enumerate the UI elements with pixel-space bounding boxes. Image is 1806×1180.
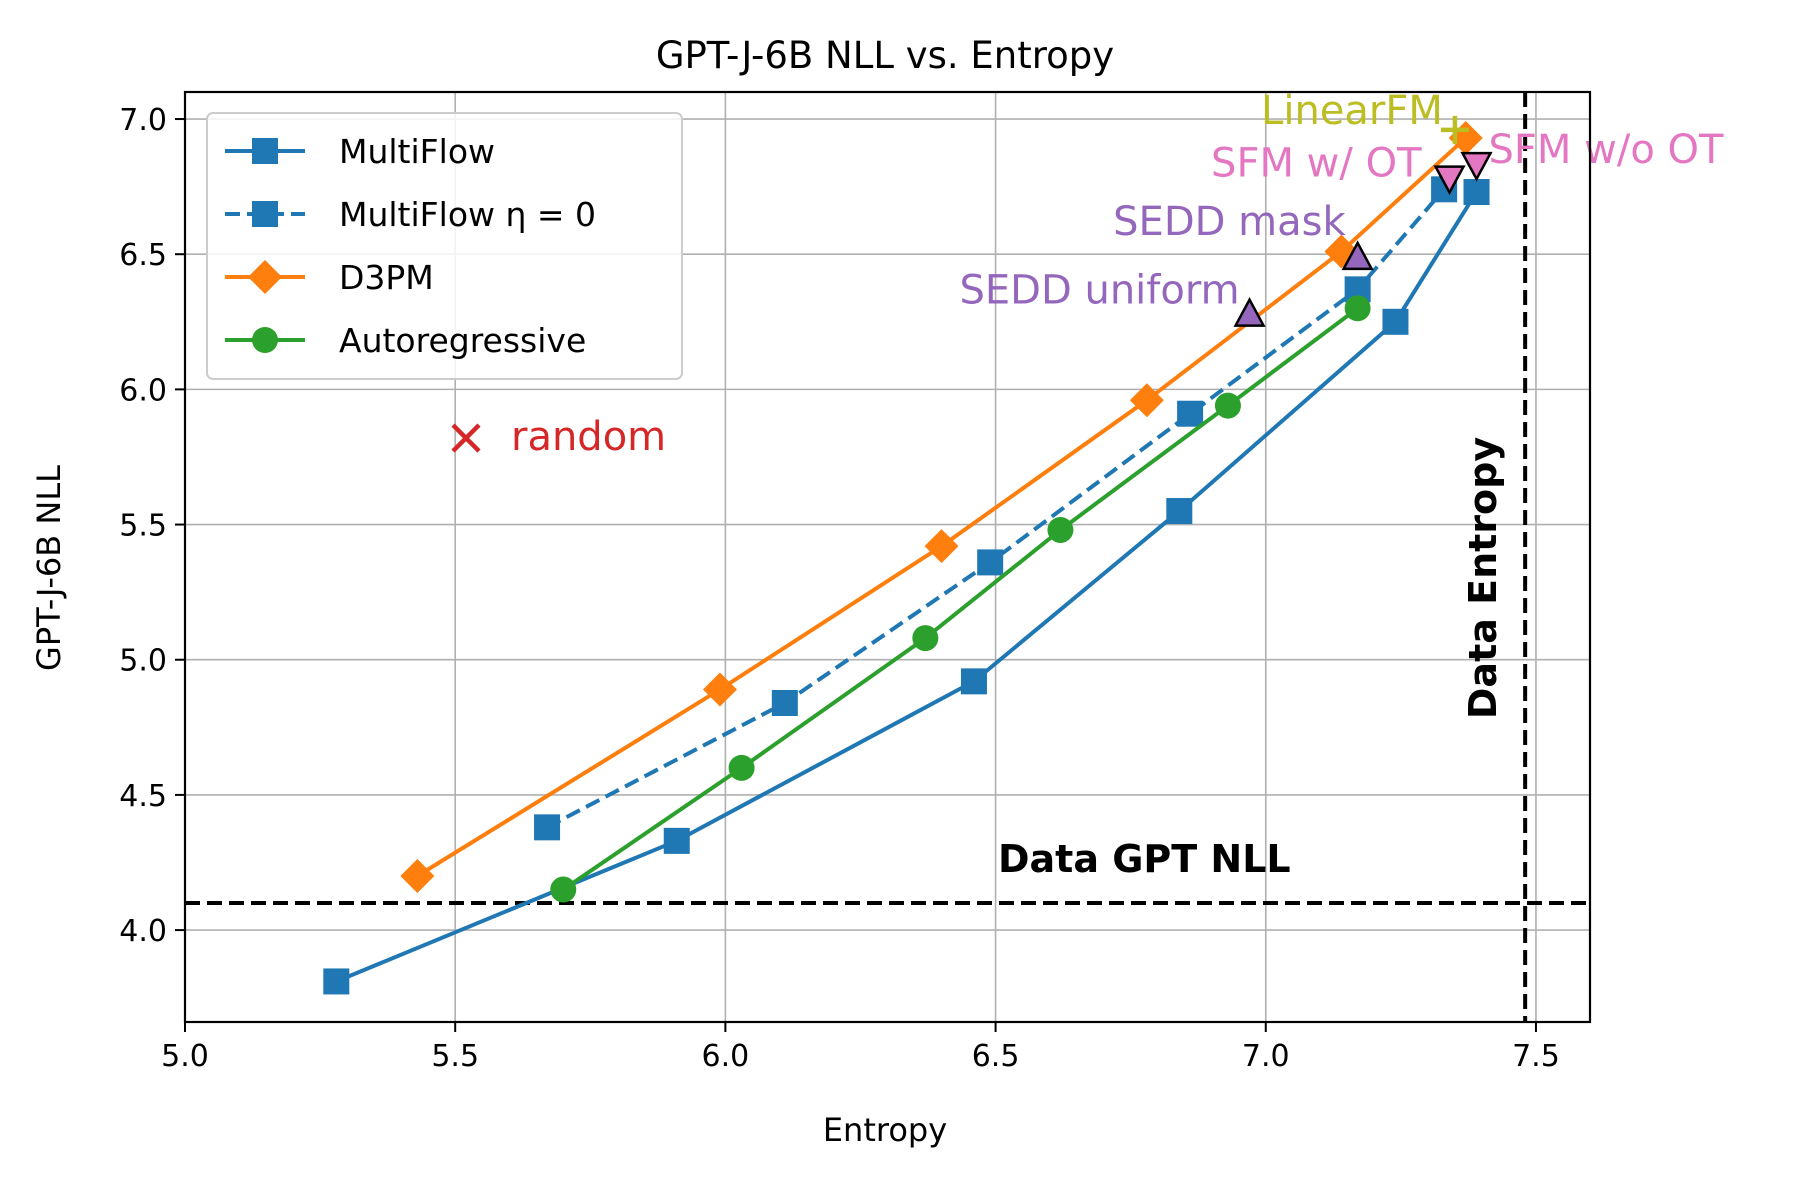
series-line-2 xyxy=(416,136,1468,878)
series-3-point xyxy=(1214,392,1241,419)
legend-marker-1 xyxy=(252,201,278,227)
legend-label-2: D3PM xyxy=(339,258,434,297)
series-3-point xyxy=(728,754,755,781)
series-0-point xyxy=(1382,308,1409,335)
legend-marker-3 xyxy=(252,327,278,353)
legend-label-1: MultiFlow η = 0 xyxy=(339,195,596,234)
point-marker-sfm-w-ot xyxy=(1433,165,1466,196)
series-line-0 xyxy=(335,190,1479,984)
y-tick-label: 4.0 xyxy=(119,914,167,949)
chart-title: GPT-J-6B NLL vs. Entropy xyxy=(656,34,1114,77)
series-0-point xyxy=(323,968,350,995)
series-2-point xyxy=(1129,383,1164,418)
legend-label-3: Autoregressive xyxy=(339,321,586,360)
point-marker-linearfm xyxy=(1440,115,1469,144)
legend: MultiFlow MultiFlow η = 0 D3PM Autoregressi… xyxy=(206,112,683,380)
axes-frame xyxy=(183,90,1592,1024)
series-1-point xyxy=(534,814,561,841)
point-marker-sedd-uniform xyxy=(1233,297,1266,327)
point-marker-sedd-mask xyxy=(1341,240,1374,271)
reference-label-data-gpt-nll: Data GPT NLL xyxy=(998,837,1291,881)
points-layer: random SEDD uniform SEDD mask LinearFM SFM w… xyxy=(451,88,1724,460)
x-tick-label: 6.5 xyxy=(972,1039,1020,1074)
legend-label-0: MultiFlow xyxy=(339,132,495,171)
series-3-point xyxy=(912,625,939,652)
y-tick-label: 5.5 xyxy=(119,509,167,544)
x-tick-label: 5.5 xyxy=(431,1039,479,1074)
series-2-point xyxy=(400,859,435,894)
x-axis-label: Entropy xyxy=(823,1111,947,1149)
series-3-point xyxy=(1344,295,1371,322)
series-line-3 xyxy=(562,306,1359,892)
legend-marker-0 xyxy=(252,138,278,164)
series-0-point xyxy=(960,668,987,695)
reference-label-data-entropy: Data Entropy xyxy=(1461,437,1505,719)
x-tick-label: 6.0 xyxy=(702,1039,750,1074)
y-tick-label: 4.5 xyxy=(119,779,167,814)
series-line-1 xyxy=(546,188,1446,830)
y-axis-label: GPT-J-6B NLL xyxy=(30,465,68,671)
series-1-point xyxy=(771,689,798,716)
x-tick-label: 7.5 xyxy=(1512,1039,1560,1074)
point-label-sedd-mask: SEDD mask xyxy=(1113,199,1346,245)
point-label-sfm-w-o-ot: SFM w/o OT xyxy=(1489,127,1724,173)
series-1-point xyxy=(1177,400,1204,427)
legend-box xyxy=(206,112,683,380)
point-label-random: random xyxy=(511,414,666,460)
point-marker-sfm-w-o-ot xyxy=(1460,151,1493,182)
y-tick-label: 6.0 xyxy=(119,373,167,408)
series-0-point xyxy=(1166,498,1193,525)
grid-layer xyxy=(184,92,1590,1022)
point-label-sfm-w-ot: SFM w/ OT xyxy=(1211,141,1422,187)
series-3-point xyxy=(1047,516,1074,543)
x-tick-label: 7.0 xyxy=(1242,1039,1290,1074)
point-label-sedd-uniform: SEDD uniform xyxy=(959,268,1239,314)
series-0-point xyxy=(663,827,690,854)
series-2-point xyxy=(924,529,959,564)
series-layer xyxy=(323,120,1490,995)
y-tick-label: 7.0 xyxy=(119,103,167,138)
series-0-point xyxy=(1463,179,1490,206)
y-tick-label: 6.5 xyxy=(119,238,167,273)
series-2-point xyxy=(702,672,737,707)
point-label-linearfm: LinearFM xyxy=(1261,88,1443,134)
point-marker-random xyxy=(451,423,481,453)
reference-lines-layer: Data GPT NLL Data Entropy xyxy=(185,92,1590,1022)
series-3-point xyxy=(550,876,577,903)
series-2-point xyxy=(1324,234,1359,269)
x-tick-label: 5.0 xyxy=(161,1039,209,1074)
series-1-point xyxy=(977,549,1004,576)
legend-marker-2 xyxy=(248,260,282,294)
y-tick-label: 5.0 xyxy=(119,644,167,679)
tick-layer: 5.0 5.5 6.0 6.5 7.0 7.5 4.0 4.5 5.0 5.5 6.0 6.5 7.0 xyxy=(119,103,1560,1074)
